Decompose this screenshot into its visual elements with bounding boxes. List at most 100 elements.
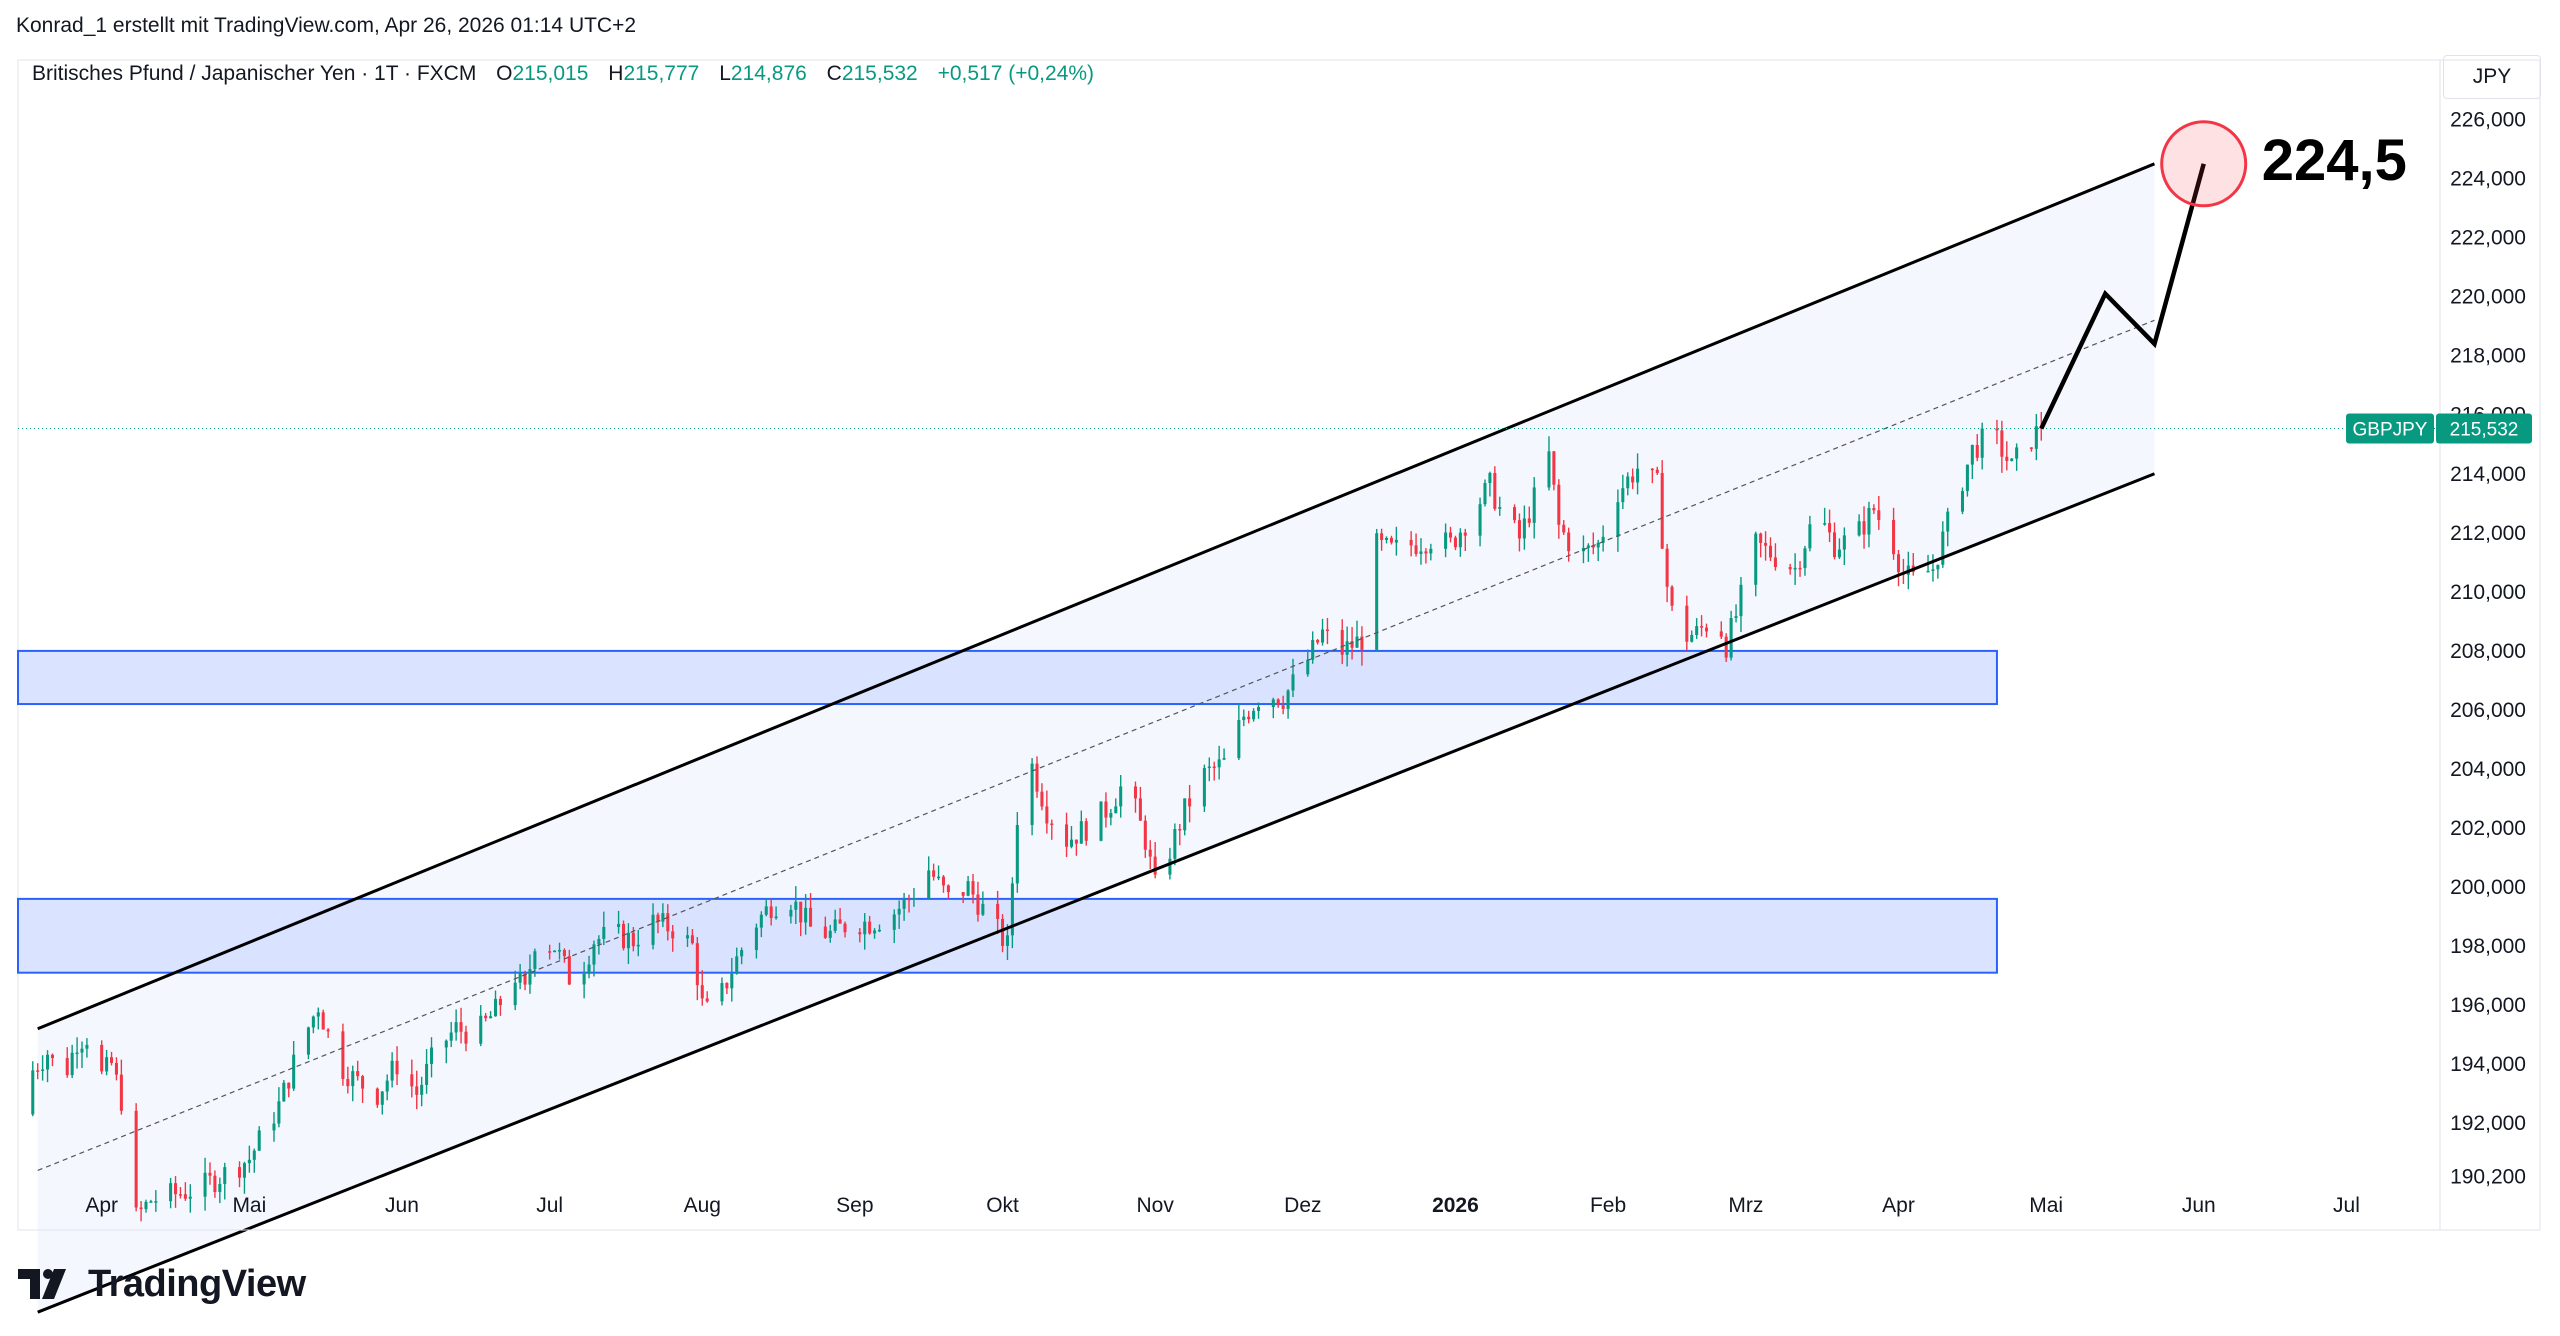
candle-body [1321, 629, 1325, 643]
candle-body [1759, 533, 1763, 543]
symbol-name[interactable]: Britisches Pfund / Japanischer Yen · 1T … [32, 62, 477, 85]
projection-path[interactable] [2039, 163, 2206, 430]
candle-body [1764, 542, 1768, 546]
candle-body [1084, 821, 1088, 841]
candle-body [690, 935, 694, 944]
candle-body [769, 906, 773, 919]
candle-body [1133, 786, 1137, 799]
candle-body [799, 901, 803, 923]
candle-body [218, 1183, 222, 1192]
candle-body [395, 1060, 399, 1075]
candle-body [1700, 626, 1704, 628]
candle-body [902, 898, 906, 909]
candle-body [946, 885, 950, 893]
candle-body [1050, 823, 1054, 826]
candle-body [1498, 507, 1502, 509]
high-label: H [608, 62, 624, 85]
candle-body [183, 1194, 187, 1199]
candle-body [1842, 535, 1846, 550]
currency-button[interactable]: JPY [2443, 55, 2541, 99]
candle-body [1448, 532, 1453, 538]
candle-body [587, 964, 591, 974]
candle-body [661, 913, 665, 922]
candle-body [1281, 705, 1285, 709]
candle-body [1926, 570, 1930, 573]
candle-body [114, 1062, 118, 1075]
channel-upper-line[interactable] [37, 162, 2156, 1031]
close-label: C [826, 62, 842, 85]
candle-body [385, 1080, 389, 1092]
price-tag-symbol: GBPJPY [2353, 420, 2428, 441]
candle-body [1350, 641, 1354, 648]
candle-body [666, 913, 670, 932]
candle-body [1178, 828, 1182, 831]
candle-body [1173, 828, 1177, 859]
candle-body [326, 1029, 330, 1032]
candle-body [651, 914, 655, 945]
price-tag-price-bg [2436, 413, 2532, 444]
target-circle[interactable] [2160, 120, 2248, 208]
y-tick-label: 202,000 [2450, 817, 2526, 840]
candle-body [518, 973, 522, 983]
candle-body [809, 907, 813, 927]
candle-body [356, 1071, 360, 1077]
candle-body [912, 897, 916, 900]
y-tick-label: 220,000 [2450, 286, 2526, 309]
candle-body [1724, 636, 1728, 658]
candle-body [1965, 464, 1969, 492]
candle-body [1183, 798, 1187, 831]
candle-body [1626, 476, 1630, 489]
candle-body [863, 921, 867, 935]
candle-body [1867, 507, 1871, 535]
open-label: O [496, 62, 513, 85]
channel-lower-line[interactable] [37, 472, 2156, 1314]
candle-body [1872, 507, 1876, 511]
candle-body [1670, 586, 1674, 606]
candle-body [46, 1054, 50, 1070]
candle-body [1739, 584, 1743, 617]
candle-body [1960, 491, 1965, 512]
candle-body [1567, 532, 1571, 552]
candle-body [892, 914, 896, 930]
candle-body [1099, 801, 1103, 841]
candle-body [1636, 468, 1640, 483]
candle-body [1424, 551, 1428, 554]
candle-body [429, 1047, 434, 1064]
candle-body [100, 1044, 104, 1072]
y-tick-label: 212,000 [2450, 522, 2526, 545]
candle-body [282, 1082, 286, 1102]
candle-body [937, 876, 941, 879]
candle-body [941, 876, 946, 886]
candle-body [1079, 821, 1083, 844]
candle-body [1754, 533, 1758, 585]
support-zone-1[interactable] [17, 649, 1998, 706]
candle-body [1237, 720, 1241, 759]
candle-body [695, 943, 699, 986]
candle-body [1719, 631, 1723, 637]
x-tick-label: Okt [986, 1194, 1019, 1217]
candle-body [1271, 699, 1275, 707]
candle-body [1532, 487, 1536, 523]
candle-body [134, 1110, 138, 1208]
candle-body [1734, 616, 1738, 619]
candle-body [2005, 456, 2009, 461]
candle-body [877, 929, 882, 932]
candle-body [1360, 636, 1364, 650]
candle-body [1512, 507, 1517, 521]
candle-body [1552, 451, 1556, 485]
tradingview-logo[interactable]: TradingView [18, 1262, 306, 1306]
candle-body [1419, 551, 1423, 554]
candle-body [70, 1052, 74, 1076]
x-tick-label: Jul [2333, 1194, 2360, 1217]
candle-body [626, 932, 630, 949]
x-tick-label: Sep [836, 1194, 873, 1217]
candle-body [927, 870, 931, 898]
candle-body [1975, 444, 1979, 458]
open-value: 215,015 [512, 62, 589, 85]
candle-body [1138, 798, 1142, 821]
candle-body [1311, 640, 1315, 660]
candle-body [1389, 537, 1393, 543]
candle-body [208, 1172, 212, 1176]
candle-body [1596, 542, 1600, 548]
